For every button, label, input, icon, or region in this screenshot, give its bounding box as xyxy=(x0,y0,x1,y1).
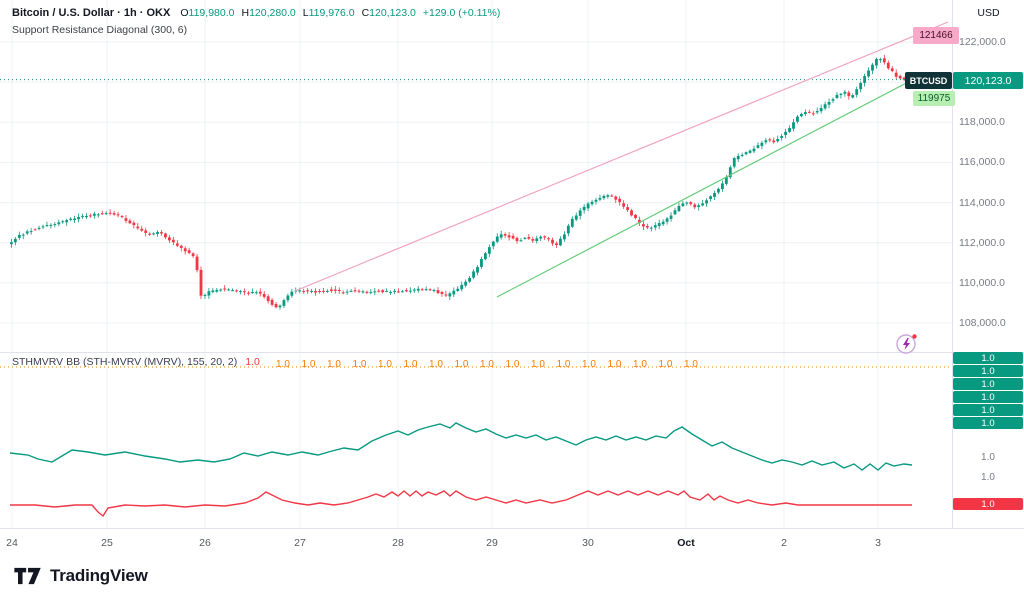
indicator-value-badge: 1.0 xyxy=(953,378,1023,390)
currency-label: USD xyxy=(977,7,1000,19)
indicator-value-label: 1.0 xyxy=(327,359,341,370)
chart-canvas[interactable] xyxy=(0,0,952,528)
price-axis-label: 110,000.0 xyxy=(959,276,1005,289)
lightning-icon xyxy=(896,334,917,354)
low-value: 119,976.0 xyxy=(308,7,355,19)
ohlc-values: O119,980.0 H120,280.0 L119,976.0 C120,123.0… xyxy=(173,7,500,19)
time-axis-label: Oct xyxy=(677,537,695,549)
price-axis-label: 112,000.0 xyxy=(959,236,1005,249)
time-axis-label: 26 xyxy=(199,537,211,549)
candlestick-series xyxy=(10,54,906,310)
indicator-value-badge: 1.0 xyxy=(953,365,1023,377)
indicator-title-main[interactable]: Support Resistance Diagonal (300, 6) xyxy=(12,24,188,36)
indicator-value-label: 1.0 xyxy=(454,359,469,370)
price-axis-label: 108,000.0 xyxy=(959,317,1006,329)
time-axis-label: 30 xyxy=(582,537,594,549)
indicator-value-label: 1.0 xyxy=(582,359,596,370)
close-label: C xyxy=(361,7,370,19)
price-axis-label: 118,000.0 xyxy=(959,116,1005,129)
indicator-value-label: 1.0 xyxy=(607,359,622,370)
indicator-value-label: 1.0 xyxy=(556,359,571,370)
indicator-value-label: 1.0 xyxy=(658,359,673,370)
indicator-value-label: 1.0 xyxy=(480,359,494,370)
main-legend: Bitcoin / U.S. Dollar · 1h · OKX O119,98… xyxy=(12,7,500,36)
open-value: 119,980.0 xyxy=(188,7,235,19)
indicator-value-label: 1.0 xyxy=(429,359,443,370)
indicator-axis-value: 1.0 xyxy=(981,452,995,463)
indicator-value-label: 1.0 xyxy=(403,359,418,370)
high-value: 120,280.0 xyxy=(249,7,296,19)
brand-name: TradingView xyxy=(50,566,148,585)
time-axis-label: 29 xyxy=(486,537,498,549)
indicator-value-label: 1.0 xyxy=(301,359,316,370)
price-axis-divider xyxy=(952,0,953,528)
indicator-value-badge: 1.0 xyxy=(953,352,1023,364)
time-axis-label: 28 xyxy=(392,537,404,549)
open-label: O xyxy=(180,7,189,19)
support-diagonal xyxy=(496,78,915,298)
tradingview-logo[interactable]: TradingView xyxy=(14,566,148,586)
indicator-title-pane2[interactable]: STHMVRV BB (STH-MVRV (MVRV), 155, 20, 2) xyxy=(12,356,238,368)
time-axis-divider xyxy=(0,528,1024,529)
indicator-value-label: 1.0 xyxy=(633,359,647,370)
pane2-legend: STHMVRV BB (STH-MVRV (MVRV), 155, 20, 2)… xyxy=(12,356,260,368)
symbol-tag-badge: BTCUSD xyxy=(905,72,952,89)
instant-trading-button[interactable] xyxy=(895,332,919,356)
price-axis-label: 122,000.0 xyxy=(959,36,1006,48)
last-price-badge: 120,123.0 xyxy=(953,72,1023,89)
time-axis-label: 2 xyxy=(781,537,787,549)
indicator-current-value: 1.0 xyxy=(245,356,260,368)
indicator-value-badge: 1.0 xyxy=(953,391,1023,403)
indicator-value-label: 1.0 xyxy=(352,359,367,370)
time-axis-label: 3 xyxy=(875,537,881,549)
close-value: 120,123.0 xyxy=(369,7,416,19)
indicator-value-badge-red: 1.0 xyxy=(953,498,1023,510)
time-axis-label: 25 xyxy=(101,537,113,549)
high-label: H xyxy=(241,7,250,19)
price-axis-label: 116,000.0 xyxy=(959,156,1005,169)
pane-divider[interactable] xyxy=(0,352,1024,353)
indicator-value-badge: 1.0 xyxy=(953,404,1023,416)
symbol-title[interactable]: Bitcoin / U.S. Dollar · 1h · OKX xyxy=(12,7,171,19)
indicator-value-label: 1.0 xyxy=(378,359,392,370)
price-axis-label: 114,000.0 xyxy=(959,196,1005,209)
time-axis-label: 27 xyxy=(294,537,306,549)
time-axis-label: 24 xyxy=(6,537,18,549)
price-axis[interactable]: USD 122,000.0 118,000.0 116,000.0 114,000.0… xyxy=(953,0,1024,528)
indicator-value-label: 1.0 xyxy=(276,359,290,370)
indicator-axis-value: 1.0 xyxy=(981,472,995,483)
lower-band-line xyxy=(10,490,912,518)
low-label: L xyxy=(302,7,309,19)
support-price-badge: 119975 xyxy=(913,91,955,106)
resistance-price-badge: 121466 xyxy=(913,27,959,44)
indicator-value-badge: 1.0 xyxy=(953,417,1023,429)
indicator-value-label: 1.0 xyxy=(531,359,545,370)
indicator-value-label: 1.0 xyxy=(505,359,520,370)
indicator-value-label: 1.0 xyxy=(684,359,698,370)
resistance-diagonal xyxy=(294,21,949,292)
sth-mvrv-line xyxy=(9,422,913,471)
change-value: +129.0 (+0.11%) xyxy=(422,7,501,19)
tradingview-mark-icon xyxy=(14,567,41,585)
